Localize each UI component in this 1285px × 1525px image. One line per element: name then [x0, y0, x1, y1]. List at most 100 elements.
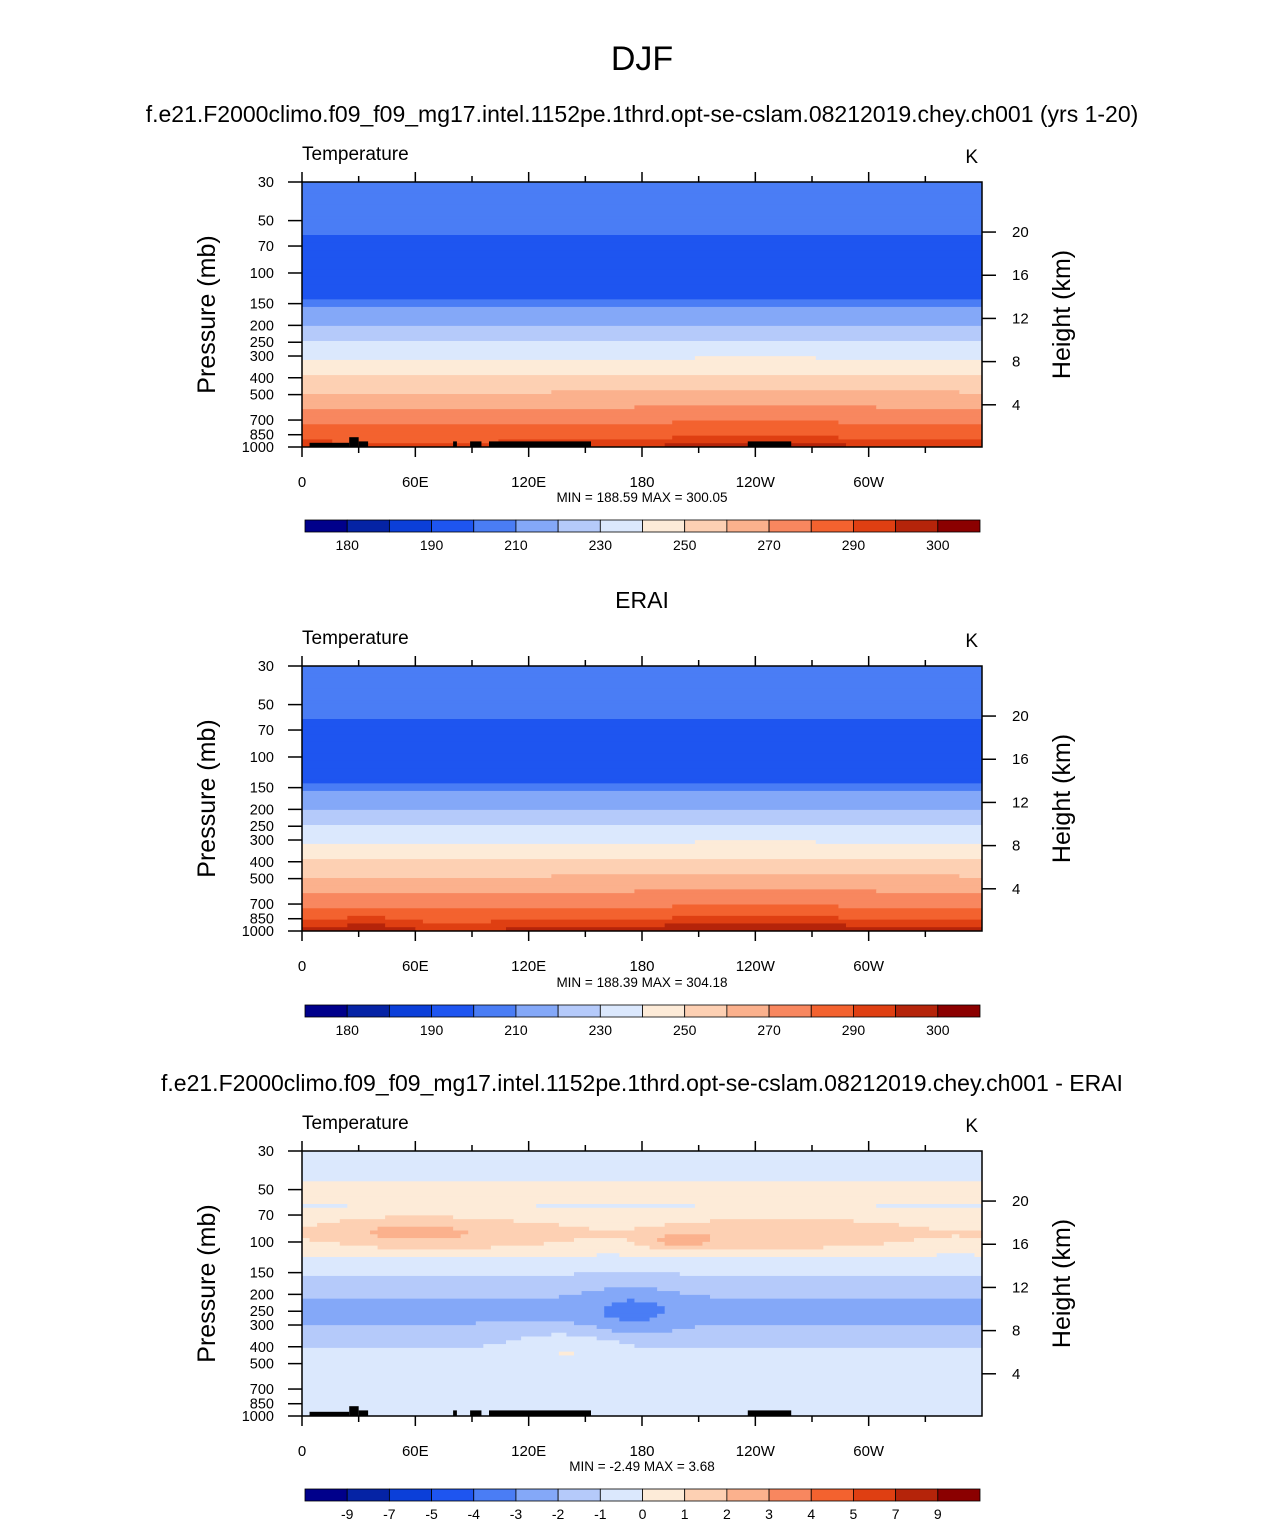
y-tick-label: 700: [250, 1382, 274, 1398]
heatmap-cell: [694, 1204, 877, 1209]
heatmap-cell: [619, 1340, 982, 1345]
heatmap-cell: [302, 809, 982, 815]
heatmap-cell: [302, 284, 982, 289]
colorbar-box: [388, 1488, 432, 1502]
heatmap-cell: [302, 1351, 560, 1357]
heatmap-cell: [302, 431, 982, 437]
y-right-tick-label: 20: [1012, 1193, 1029, 1210]
heatmap-cell: [302, 870, 982, 875]
panel-title: f.e21.F2000climo.f09_f09_mg17.intel.1152…: [161, 1070, 1123, 1096]
heatmap-cell: [302, 250, 982, 255]
heatmap-cell: [619, 1253, 938, 1258]
heatmap-cell: [506, 1340, 620, 1345]
topography-mask: [309, 442, 350, 447]
heatmap-cell: [672, 420, 840, 425]
colorbar-label: 4: [807, 1506, 815, 1522]
heatmap-cell: [951, 1234, 960, 1239]
heatmap-cell: [302, 915, 348, 921]
colorbar-box: [599, 519, 643, 533]
heatmap-cell: [302, 1302, 613, 1307]
heatmap-cell: [589, 1226, 636, 1232]
heatmap-cell: [302, 197, 982, 202]
heatmap-cell: [302, 889, 636, 894]
heatmap-cell: [679, 1291, 982, 1296]
topography-mask: [747, 1410, 792, 1416]
colorbar-box: [346, 1004, 390, 1018]
heatmap-cell: [876, 889, 982, 894]
x-tick-label: 120W: [736, 474, 776, 491]
heatmap-cell: [302, 212, 982, 217]
heatmap-cell: [302, 1325, 598, 1330]
heatmap-cell: [498, 439, 982, 444]
heatmap-cell: [302, 1370, 982, 1375]
min-max-stats: MIN = 188.39 MAX = 304.18: [556, 975, 727, 990]
heatmap-cell: [302, 843, 982, 849]
topography-mask: [349, 437, 359, 447]
heatmap-cell: [604, 1287, 658, 1292]
heatmap-cell: [385, 923, 666, 928]
heatmap-cell: [302, 1226, 379, 1232]
heatmap-cell: [302, 677, 982, 682]
y-right-tick-label: 4: [1012, 881, 1020, 898]
colorbar-box: [557, 1004, 601, 1018]
heatmap-cell: [302, 1222, 318, 1228]
heatmap-cell: [468, 1230, 982, 1235]
y-tick-label: 50: [258, 214, 274, 230]
heatmap-cell: [302, 847, 982, 853]
heatmap-cell: [649, 1245, 824, 1251]
heatmap-cell: [302, 862, 982, 868]
heatmap-cell: [302, 405, 636, 410]
colorbar-box: [937, 519, 981, 533]
heatmap-cell: [302, 356, 696, 361]
heatmap-cell: [302, 189, 982, 194]
colorbar-box: [388, 1004, 432, 1018]
heatmap-cell: [302, 1321, 477, 1326]
heatmap-cell: [302, 703, 982, 709]
heatmap-cell: [302, 775, 982, 781]
heatmap-cell: [664, 1306, 982, 1311]
heatmap-cell: [558, 1294, 711, 1300]
colorbar-box: [473, 1488, 517, 1502]
heatmap-cell: [302, 401, 982, 406]
heatmap-cell: [611, 1328, 673, 1334]
heatmap-cell: [302, 367, 982, 372]
y-axis-label: Pressure (mb): [193, 719, 221, 877]
heatmap-cell: [302, 344, 982, 350]
heatmap-cell: [846, 443, 982, 447]
heatmap-cell: [679, 1272, 982, 1277]
heatmap-cell: [317, 1222, 560, 1228]
colorbar-box: [599, 1488, 643, 1502]
heatmap-cell: [883, 1241, 982, 1247]
y-right-tick-label: 16: [1012, 751, 1029, 768]
heatmap-cell: [302, 1393, 982, 1398]
colorbar-label: -4: [468, 1506, 481, 1522]
heatmap-cell: [672, 915, 840, 921]
colorbar-box: [642, 1004, 686, 1018]
y-tick-label: 150: [250, 297, 274, 313]
heatmap-cell: [551, 1332, 568, 1338]
heatmap-cell: [302, 420, 673, 425]
heatmap-cell: [694, 840, 817, 845]
heatmap-cell: [566, 1332, 982, 1338]
heatmap-cell: [302, 276, 982, 282]
heatmap-cell: [604, 1313, 658, 1319]
heatmap-cell: [302, 219, 982, 225]
heatmap-cell: [302, 1185, 982, 1190]
heatmap-cell: [302, 855, 982, 860]
heatmap-cell: [302, 745, 982, 750]
heatmap-cell: [702, 1241, 885, 1247]
heatmap-cell: [302, 756, 982, 762]
heatmap-cell: [302, 409, 982, 414]
x-tick-label: 60E: [402, 1443, 429, 1460]
heatmap-cell: [574, 1321, 982, 1326]
heatmap-cell: [664, 1222, 900, 1228]
heatmap-cell: [302, 1397, 982, 1402]
colorbar-label: 270: [757, 1022, 781, 1038]
heatmap-cell: [302, 790, 982, 796]
heatmap-cell: [815, 840, 982, 845]
heatmap-cell: [302, 397, 982, 403]
heatmap-cell: [302, 341, 982, 346]
field-label: Temperature: [302, 1113, 409, 1134]
heatmap-cell: [302, 329, 982, 335]
heatmap-cell: [302, 363, 982, 369]
